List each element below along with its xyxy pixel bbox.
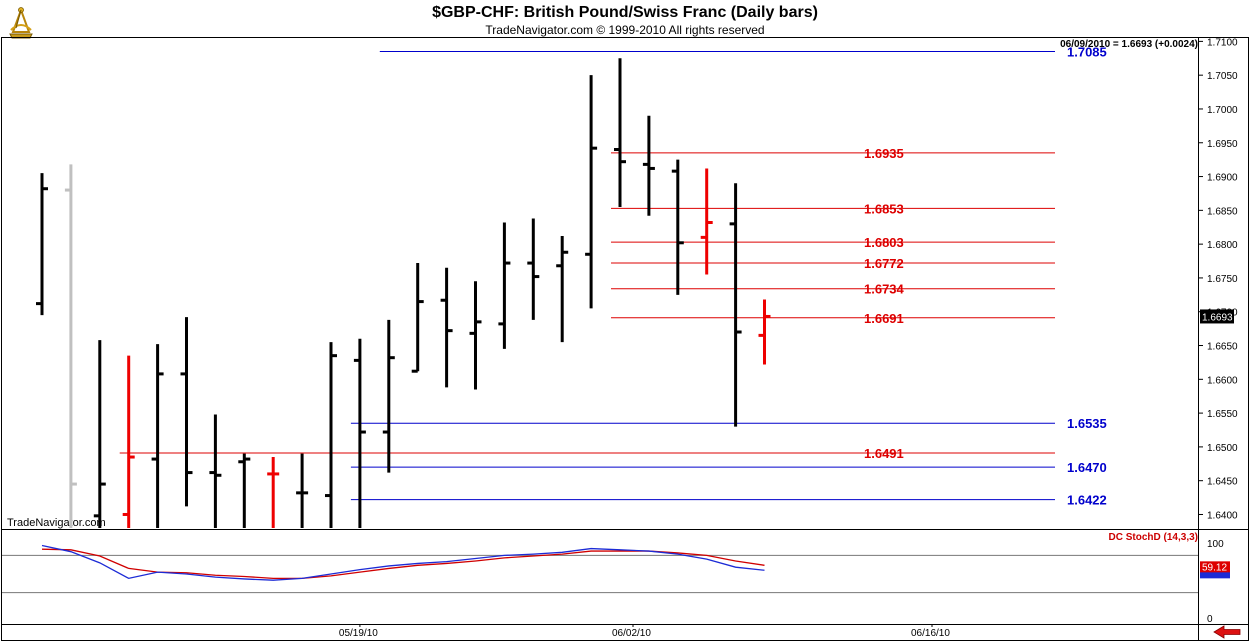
last-price-box	[1200, 309, 1234, 324]
chart-frame	[1, 37, 1249, 641]
level-label: 1.6691	[864, 311, 904, 326]
price-tick-label: 1.6500	[1207, 443, 1238, 454]
ohlc-bar	[642, 115, 655, 216]
ohlc-bar	[382, 319, 395, 473]
ohlc-bar	[325, 342, 337, 528]
level-label: 1.6853	[864, 201, 904, 216]
ohlc-bar	[411, 263, 424, 373]
stoch-d-box	[1200, 561, 1230, 573]
price-tick-label: 1.7050	[1207, 71, 1238, 82]
stoch-value-label: 59.12	[1202, 562, 1227, 573]
ohlc-bar	[700, 168, 713, 275]
ohlc-bar	[498, 222, 511, 349]
stochastic-title: DC StochD (14,3,3)	[1108, 532, 1198, 543]
price-tick-label: 1.6650	[1207, 342, 1238, 353]
ohlc-bar	[527, 218, 540, 320]
date-tick-label: 05/19/10	[339, 628, 378, 639]
price-tick-label: 1.7100	[1207, 37, 1238, 48]
ohlc-bar	[209, 414, 222, 528]
stochastic-panel: 100 0 59.12	[2, 539, 1230, 625]
ohlc-bar	[122, 355, 135, 528]
stoch-k-box	[1200, 570, 1230, 579]
ohlc-bar	[296, 453, 309, 528]
level-label: 1.6935	[864, 146, 904, 161]
chart-title: $GBP-CHF: British Pound/Swiss Franc (Dai…	[432, 4, 818, 21]
ohlc-bar	[180, 317, 193, 507]
ohlc-bar	[614, 58, 626, 207]
ohlc-bar	[671, 159, 684, 295]
price-tick-label: 1.6600	[1207, 375, 1238, 386]
ohlc-bar	[729, 183, 742, 427]
level-label: 1.6734	[864, 282, 905, 297]
copyright-text: TradeNavigator.com © 1999-2010 All right…	[485, 23, 765, 37]
price-tick-label: 1.6450	[1207, 477, 1238, 488]
price-tick-label: 1.7000	[1207, 105, 1238, 116]
price-tick-label: 1.6400	[1207, 510, 1238, 521]
ohlc-bar	[353, 338, 366, 528]
ohlc-bar	[238, 453, 251, 528]
ohlc-bar	[64, 164, 77, 528]
stoch-k-line	[41, 544, 765, 581]
ohlc-bar	[36, 173, 48, 316]
price-bars	[36, 58, 771, 528]
ohlc-bar	[151, 344, 164, 528]
price-tick-label: 1.6850	[1207, 206, 1238, 217]
price-tick-label: 1.6550	[1207, 409, 1238, 420]
ohlc-bar	[93, 340, 106, 528]
level-label: 1.6422	[1067, 493, 1107, 508]
stoch-tick-label: 0	[1207, 614, 1213, 625]
price-tick-label: 1.6800	[1207, 240, 1238, 251]
price-tick-label: 1.6750	[1207, 274, 1238, 285]
outer-frame	[1, 37, 1249, 641]
last-price-label: 1.6693	[1202, 312, 1233, 323]
price-tick-label: 1.6950	[1207, 139, 1238, 150]
ohlc-bar	[585, 75, 598, 309]
ohlc-bar	[469, 281, 482, 390]
ohlc-bar	[440, 267, 453, 388]
level-label: 1.6535	[1067, 416, 1107, 431]
level-label: 1.7085	[1067, 45, 1107, 60]
ohlc-bar	[556, 236, 569, 343]
ohlc-bar	[267, 457, 280, 528]
date-tick-label: 06/16/10	[911, 628, 950, 639]
level-label: 1.6772	[864, 256, 904, 271]
back-arrow-icon[interactable]	[1212, 625, 1242, 639]
level-label: 1.6491	[864, 446, 904, 461]
price-tick-label: 1.6900	[1207, 173, 1238, 184]
price-readout: 06/09/2010 = 1.6693 (+0.0024)	[1060, 39, 1198, 50]
ohlc-bar	[758, 299, 771, 365]
level-label: 1.6803	[864, 235, 904, 250]
date-tick-label: 06/02/10	[612, 628, 651, 639]
stoch-tick-label: 100	[1207, 539, 1224, 550]
date-axis: 05/19/10 06/02/10 06/16/10	[339, 624, 950, 639]
level-lines: 1.7085 1.6935 1.6853 1.6803 1.6772 1.6734 1.66…	[119, 45, 1107, 508]
level-label: 1.6470	[1067, 460, 1107, 475]
price-axis: 1.6400 1.6450 1.6500 1.6550 1.6600 1.6650 1.67…	[1198, 37, 1238, 521]
watermark-text: TradeNavigator.com	[7, 517, 106, 529]
